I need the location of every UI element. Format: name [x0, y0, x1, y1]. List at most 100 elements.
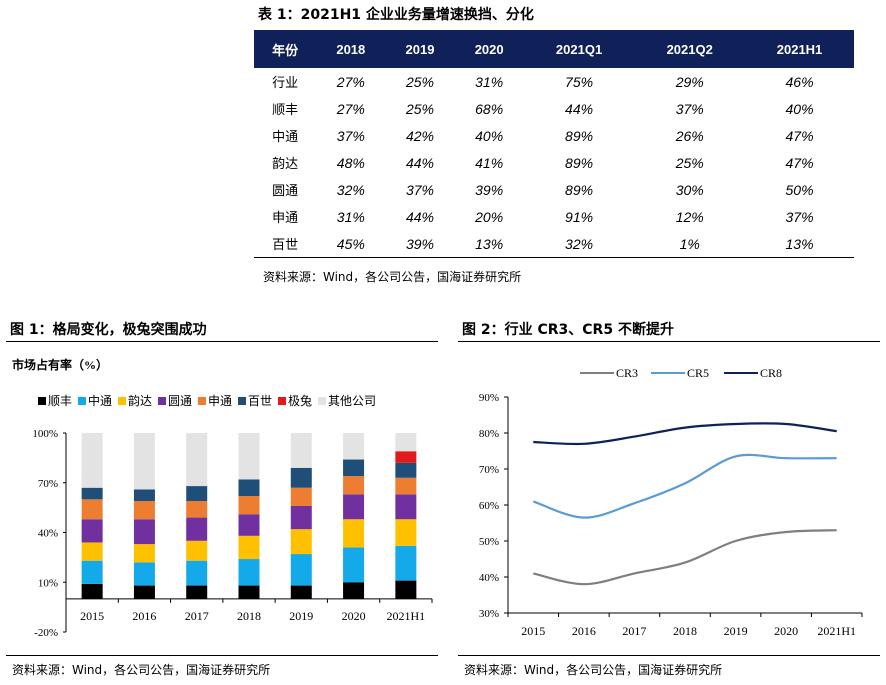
y-tick-label: 30% [479, 608, 499, 620]
x-tick-label: 2015 [80, 609, 104, 623]
table-cell: 91% [565, 208, 594, 225]
table-cell: 37% [785, 208, 814, 225]
y-tick-label: 50% [479, 536, 499, 548]
x-tick-label: 2018 [673, 624, 697, 638]
chart-title: 市场占有率（%） [12, 357, 108, 372]
bar-segment [343, 519, 365, 548]
bar-segment [186, 500, 208, 518]
table-cell: 42% [405, 127, 434, 144]
legend-swatch [278, 397, 286, 405]
table-cell: 50% [785, 181, 814, 198]
table-cell: 20% [475, 208, 504, 225]
bar-segment [238, 433, 260, 480]
bar-segment [395, 545, 417, 581]
bar-segment [133, 500, 155, 520]
table-cell: 46% [785, 73, 814, 90]
x-tick-label: 2017 [185, 609, 209, 623]
table-row: 中通 37% 42% 40% 89% 26% 47% [254, 122, 854, 149]
bar-segment [395, 451, 417, 463]
bar-segment [81, 583, 103, 599]
table-cell: 44% [565, 100, 594, 117]
table-cell: 89% [565, 181, 594, 198]
bar-segment [133, 562, 155, 586]
x-tick-label: 2017 [622, 624, 646, 638]
table-row: 申通 31% 44% 20% 91% 12% 37% [254, 203, 854, 230]
figure1-top-rule [6, 341, 438, 342]
table-cell: 31% [475, 73, 504, 90]
bar-segment [133, 489, 155, 501]
table-body: 行业 27% 25% 31% 75% 29% 46% 顺丰 27% 25% 68% 44% 37% 40%… [254, 68, 854, 258]
bar-segment [238, 585, 260, 599]
bar-segment [238, 479, 260, 497]
bar-segment [290, 505, 312, 530]
table-row: 行业 27% 25% 31% 75% 29% 46% [254, 68, 854, 95]
table-cell: 89% [565, 127, 594, 144]
table-cell: 39% [475, 181, 504, 198]
x-tick-label: 2021H1 [387, 609, 426, 623]
bar-segment [395, 477, 417, 495]
bar-segment [395, 519, 417, 546]
legend-swatch [118, 397, 126, 405]
table-cell: 47% [785, 127, 814, 144]
table-cell: 30% [675, 181, 704, 198]
figure1-caption: 图 1：格局变化，极兔突围成功 [10, 322, 207, 338]
table-cell: 89% [565, 154, 594, 171]
legend-label: 圆通 [168, 394, 192, 408]
legend-label: 韵达 [128, 393, 152, 408]
table-cell: 44% [405, 154, 434, 171]
figure1-source: 资料来源：Wind，各公司公告，国海证券研究所 [12, 663, 271, 677]
table-cell: 41% [475, 154, 504, 171]
table-row: 韵达 48% 44% 41% 89% 25% 47% [254, 149, 854, 176]
bar-segment [343, 582, 365, 599]
table-cell: 48% [336, 154, 365, 171]
table-cell: 26% [675, 127, 704, 144]
table-cell: 32% [336, 181, 365, 198]
y-tick-label: 100% [32, 428, 58, 440]
x-tick-label: 2016 [572, 624, 596, 638]
bar-segment [395, 580, 417, 599]
y-tick-label: 40% [479, 572, 499, 584]
table-row: 圆通 32% 37% 39% 89% 30% 50% [254, 176, 854, 203]
bar-segment [186, 517, 208, 541]
figure2-bottom-rule [458, 655, 880, 656]
table-cell: 12% [675, 208, 704, 225]
bar-segment [290, 467, 312, 488]
row-label: 百世 [254, 230, 317, 258]
row-label: 申通 [272, 211, 299, 226]
bar-segment [186, 585, 208, 599]
table-cell: 40% [475, 127, 504, 144]
bar-segment [238, 535, 260, 560]
concentration-line-chart: CR3 CR5 CR8 90% 80% 70% 60% 50% 40% 30% 2015 2016 20… [479, 366, 863, 638]
bar-segment [81, 519, 103, 543]
table-cell: 37% [336, 127, 365, 144]
legend-swatch [78, 397, 86, 405]
figure2-caption: 图 2：行业 CR3、CR5 不断提升 [462, 322, 674, 338]
row-label: 圆通 [272, 184, 299, 199]
column-header-2019: 2019 [385, 30, 455, 68]
y-tick-label: 70% [38, 478, 58, 490]
table-row: 百世 45% 39% 13% 32% 1% 13% [254, 230, 854, 258]
table-cell: 25% [405, 100, 434, 117]
table-cell: 31% [336, 208, 365, 225]
growth-table: 年份 2018 2019 2020 2021Q1 2021Q2 2021H1 行业 27% 25… [254, 30, 854, 258]
table-cell: 32% [523, 230, 635, 258]
row-label: 行业 [272, 76, 299, 91]
bar-segment [238, 514, 260, 536]
bar-segment [395, 494, 417, 520]
legend-label: CR5 [687, 366, 709, 380]
y-tick-label: 70% [479, 464, 499, 476]
column-header-2021q1: 2021Q1 [523, 30, 635, 68]
legend-swatch [238, 397, 246, 405]
figure2-source: 资料来源：Wind，各公司公告，国海证券研究所 [464, 663, 723, 677]
x-tick-label: 2020 [774, 624, 798, 638]
legend-label: 顺丰 [48, 394, 72, 408]
column-header-2020: 2020 [454, 30, 524, 68]
bar-segment [133, 519, 155, 545]
series-line-cr5 [532, 453, 837, 519]
bar-segment [81, 560, 103, 584]
series-line-cr8 [533, 422, 837, 446]
legend-label: 中通 [88, 393, 112, 408]
table1-source: 资料来源：Wind，各公司公告，国海证券研究所 [263, 270, 522, 284]
series-line-cr3 [533, 529, 837, 586]
table-cell: 75% [565, 73, 594, 90]
